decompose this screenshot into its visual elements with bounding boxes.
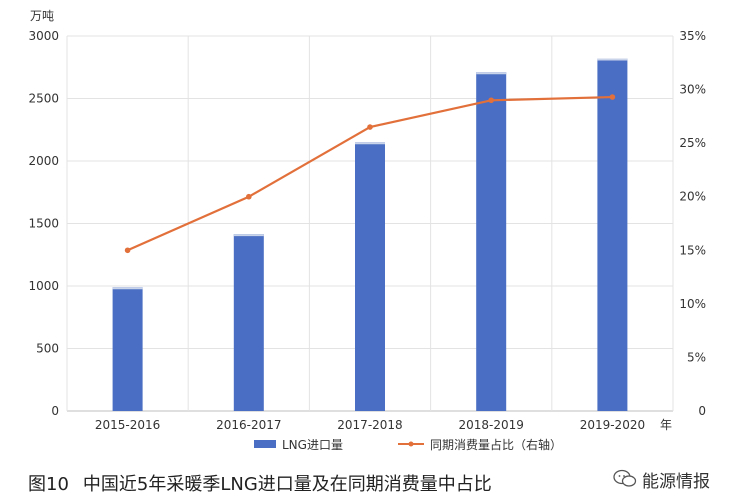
figure-title: 中国近5年采暖季LNG进口量及在同期消费量中占比 xyxy=(82,474,492,495)
bars xyxy=(112,58,628,411)
left-axis-ticks: 0 500 1000 1500 2000 2500 3000 xyxy=(28,29,59,418)
bar xyxy=(597,58,628,411)
watermark-text: 能源情报 xyxy=(642,471,710,492)
caption-row: 图10 中国近5年采暖季LNG进口量及在同期消费量中占比 能源情报 xyxy=(0,464,740,496)
right-tick-label: 15% xyxy=(679,243,706,257)
x-unit-label: 年 xyxy=(660,418,672,432)
x-tick-label: 2019-2020 xyxy=(580,418,645,432)
right-tick-label: 10% xyxy=(679,297,706,311)
line-series xyxy=(124,94,616,254)
right-tick-label: 20% xyxy=(679,190,706,204)
figure-caption: 图10 中国近5年采暖季LNG进口量及在同期消费量中占比 xyxy=(28,470,492,496)
bar-top-highlight xyxy=(355,142,385,145)
bar xyxy=(476,72,507,411)
legend-swatch-marker xyxy=(408,441,414,447)
x-tick-label: 2016-2017 xyxy=(216,418,281,432)
bar-top-highlight xyxy=(597,58,628,61)
left-tick-label: 3000 xyxy=(28,29,59,43)
right-axis-ticks: 0 5% 10% 15% 20% 25% 30% 35% xyxy=(679,29,706,418)
left-tick-label: 1000 xyxy=(28,279,59,293)
left-tick-label: 500 xyxy=(36,342,59,356)
watermark: 能源情报 xyxy=(612,466,710,492)
bar xyxy=(355,142,385,411)
x-tick-label: 2015-2016 xyxy=(95,418,160,432)
bar xyxy=(112,287,143,411)
figure-number: 图10 xyxy=(28,474,69,495)
y-unit-label: 万吨 xyxy=(30,9,54,23)
bar-top-highlight xyxy=(112,287,143,290)
left-tick-label: 2500 xyxy=(28,92,59,106)
right-tick-label: 0 xyxy=(698,404,706,418)
right-tick-label: 5% xyxy=(687,350,706,364)
right-tick-label: 25% xyxy=(679,136,706,150)
x-axis-ticks: 2015-2016 2016-2017 2017-2018 2018-2019 2019… xyxy=(95,418,645,432)
legend-swatch-bar xyxy=(254,440,276,448)
left-tick-label: 2000 xyxy=(28,154,59,168)
left-tick-label: 1500 xyxy=(28,217,59,231)
legend-label-line: 同期消费量占比（右轴） xyxy=(430,437,562,452)
line-point xyxy=(246,193,252,200)
right-tick-label: 30% xyxy=(679,83,706,97)
wechat-icon xyxy=(613,469,637,487)
x-tick-label: 2017-2018 xyxy=(337,418,402,432)
bar-top-highlight xyxy=(476,72,507,75)
x-tick-label: 2018-2019 xyxy=(458,418,523,432)
legend-label-bar: LNG进口量 xyxy=(282,438,343,452)
line-point xyxy=(609,94,616,100)
left-tick-label: 0 xyxy=(51,404,59,418)
line-point xyxy=(367,124,373,130)
bar xyxy=(233,234,264,411)
chart: 万吨 0 500 1000 1500 2000 2500 3000 0 5% 10% 15% 20%… xyxy=(28,9,706,452)
legend: LNG进口量 同期消费量占比（右轴） xyxy=(254,437,562,452)
right-tick-label: 35% xyxy=(679,29,706,43)
line-point xyxy=(124,247,131,254)
line-point xyxy=(488,97,495,104)
bar-top-highlight xyxy=(233,234,264,237)
